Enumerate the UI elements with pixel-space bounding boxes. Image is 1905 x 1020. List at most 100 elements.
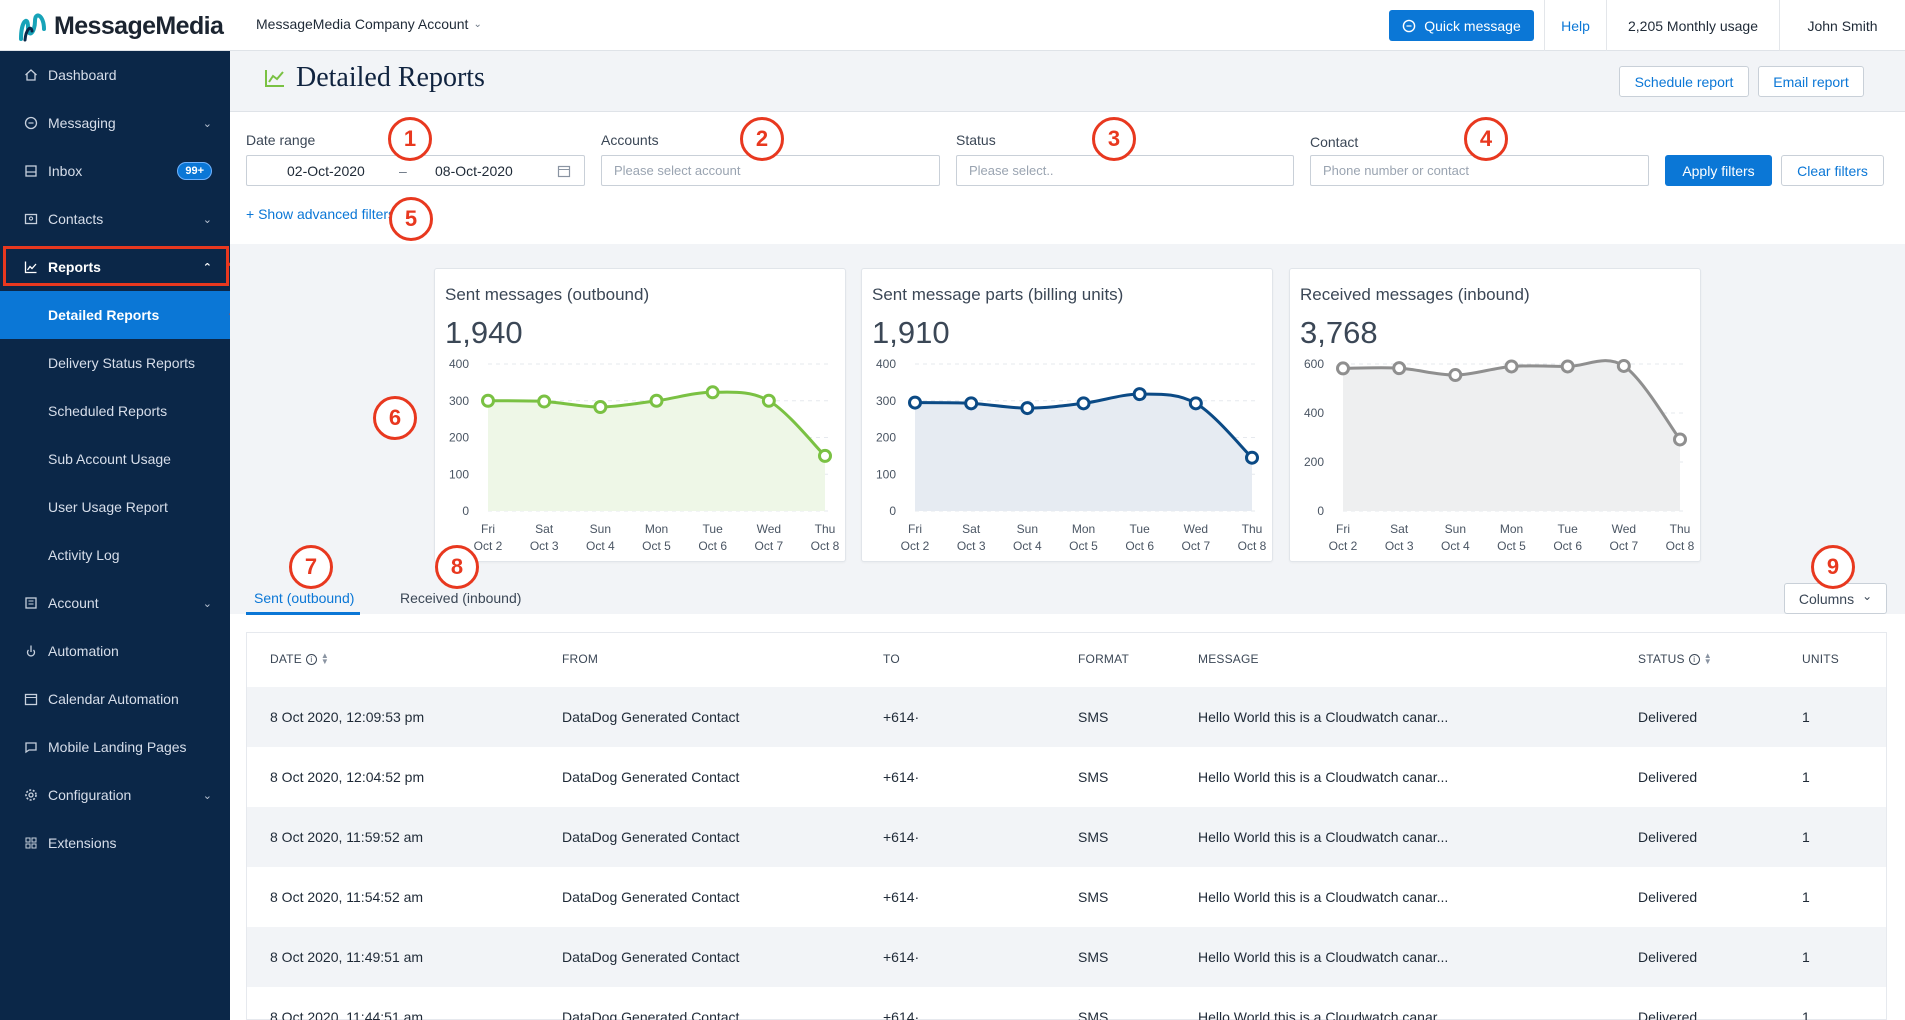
sidebar-item-delivery-status-reports[interactable]: Delivery Status Reports (0, 339, 230, 387)
x-tick-date: Oct 2 (1329, 539, 1358, 553)
data-point[interactable] (1076, 396, 1091, 411)
sort-icon[interactable]: ▲ ▼ (1703, 651, 1712, 666)
table-cell-status: Delivered (1638, 949, 1698, 965)
sidebar-item-activity-log[interactable]: Activity Log (0, 531, 230, 579)
table-cell-units: 1 (1802, 769, 1810, 785)
sidebar-item-detailed-reports[interactable]: Detailed Reports (0, 291, 230, 339)
table-row[interactable]: 8 Oct 2020, 12:09:53 pm DataDog Generated… (247, 687, 1886, 747)
schedule-report-button[interactable]: Schedule report (1619, 66, 1749, 97)
user-menu[interactable]: John Smith (1779, 0, 1905, 51)
sidebar-item-dashboard[interactable]: Dashboard (0, 51, 230, 99)
tab-received-inbound[interactable]: Received (inbound) (400, 590, 522, 606)
reports-icon (23, 259, 39, 275)
data-point[interactable] (649, 393, 664, 408)
data-point[interactable] (705, 385, 720, 400)
sidebar-item-inbox[interactable]: Inbox 99+ (0, 147, 230, 195)
date-range-input[interactable]: 02-Oct-2020 – 08-Oct-2020 (246, 155, 585, 186)
table-row[interactable]: 8 Oct 2020, 11:54:52 am DataDog Generated… (247, 867, 1886, 927)
data-point[interactable] (1132, 387, 1147, 402)
table-row[interactable]: 8 Oct 2020, 11:59:52 am DataDog Generated… (247, 807, 1886, 867)
table-cell-message: Hello World this is a Cloudwatch canar..… (1198, 829, 1449, 845)
apply-filters-button[interactable]: Apply filters (1665, 155, 1772, 186)
data-point[interactable] (1673, 432, 1687, 447)
sidebar-item-contacts[interactable]: Contacts ⌄ (0, 195, 230, 243)
sidebar-item-user-usage-report[interactable]: User Usage Report (0, 483, 230, 531)
sidebar-item-mobile-landing-pages[interactable]: Mobile Landing Pages (0, 723, 230, 771)
column-header-0[interactable]: DATE i ▲ ▼ (270, 651, 330, 667)
x-tick-day: Mon (1072, 522, 1095, 536)
calendar-icon[interactable] (557, 164, 571, 178)
sidebar-item-reports[interactable]: Reports ⌃ (0, 243, 230, 291)
data-point[interactable] (1504, 359, 1519, 374)
x-tick-day: Fri (908, 522, 922, 536)
info-icon[interactable]: i (1688, 653, 1700, 665)
column-header-label: MESSAGE (1198, 652, 1259, 666)
tab-sent-outbound[interactable]: Sent (outbound) (254, 590, 355, 606)
sidebar-item-account[interactable]: Account ⌄ (0, 579, 230, 627)
sidebar-item-extensions[interactable]: Extensions (0, 819, 230, 867)
table-row[interactable]: 8 Oct 2020, 11:44:51 am DataDog Generated… (247, 987, 1886, 1020)
clear-filters-button[interactable]: Clear filters (1781, 155, 1884, 186)
logo[interactable]: MessageMedia (18, 8, 224, 44)
chevron-down-icon: ⌄ (202, 117, 212, 130)
sidebar-item-configuration[interactable]: Configuration ⌄ (0, 771, 230, 819)
y-tick-label: 400 (1304, 406, 1324, 420)
table-row[interactable]: 8 Oct 2020, 11:49:51 am DataDog Generated… (247, 927, 1886, 987)
sidebar-item-label: Detailed Reports (48, 307, 160, 323)
column-header-5[interactable]: STATUS i ▲ ▼ (1638, 651, 1712, 667)
sidebar-item-label: Contacts (48, 211, 104, 227)
monthly-usage[interactable]: 2,205 Monthly usage (1606, 0, 1779, 51)
sidebar-item-sub-account-usage[interactable]: Sub Account Usage (0, 435, 230, 483)
data-point[interactable] (593, 399, 608, 414)
contact-label: Contact (1310, 134, 1359, 150)
x-tick-date: Oct 6 (698, 539, 727, 553)
table-cell-units: 1 (1802, 889, 1810, 905)
sidebar-item-label: Scheduled Reports (48, 403, 168, 419)
data-point[interactable] (964, 396, 979, 411)
data-point[interactable] (908, 395, 922, 410)
email-report-button[interactable]: Email report (1758, 66, 1864, 97)
table-cell-units: 1 (1802, 829, 1810, 845)
x-tick-day: Sun (1017, 522, 1038, 536)
data-point[interactable] (1020, 401, 1035, 416)
table-cell-from: DataDog Generated Contact (562, 1009, 740, 1020)
data-point[interactable] (818, 448, 832, 463)
table-row[interactable]: 8 Oct 2020, 12:04:52 pm DataDog Generated… (247, 747, 1886, 807)
table-cell-from: DataDog Generated Contact (562, 769, 740, 785)
logo-text: MessageMedia (54, 11, 224, 40)
show-advanced-filters-link[interactable]: + Show advanced filters (246, 206, 396, 222)
date-to[interactable]: 08-Oct-2020 (435, 163, 513, 179)
data-point[interactable] (761, 393, 776, 408)
sidebar-item-automation[interactable]: Automation (0, 627, 230, 675)
column-header-label: TO (883, 652, 900, 666)
data-point[interactable] (1560, 359, 1575, 374)
tabs-row (230, 574, 1905, 614)
sidebar-item-messaging[interactable]: Messaging ⌄ (0, 99, 230, 147)
table-cell-format: SMS (1078, 1009, 1109, 1020)
x-tick-day: Mon (645, 522, 668, 536)
x-tick-day: Tue (1558, 522, 1579, 536)
y-tick-label: 200 (876, 431, 896, 445)
status-select[interactable]: Please select.. (956, 155, 1294, 186)
column-header-1: FROM (562, 652, 598, 666)
sort-icon[interactable]: ▲ ▼ (320, 651, 330, 666)
status-label: Status (956, 132, 996, 148)
info-icon[interactable]: i (305, 653, 317, 665)
date-from[interactable]: 02-Oct-2020 (287, 163, 365, 179)
data-point[interactable] (1392, 361, 1407, 376)
help-link[interactable]: Help (1544, 0, 1606, 51)
account-selector[interactable]: MessageMedia Company Account ⌄ (256, 16, 482, 32)
data-point[interactable] (1245, 450, 1259, 465)
accounts-select[interactable]: Please select account (601, 155, 940, 186)
data-point[interactable] (537, 394, 552, 409)
sidebar-item-label: Automation (48, 643, 119, 659)
data-point[interactable] (1448, 368, 1463, 383)
quick-message-button[interactable]: Quick message (1389, 10, 1534, 41)
sidebar-item-calendar-automation[interactable]: Calendar Automation (0, 675, 230, 723)
sidebar-item-scheduled-reports[interactable]: Scheduled Reports (0, 387, 230, 435)
data-point[interactable] (481, 393, 495, 408)
inbox-count-badge: 99+ (177, 162, 212, 180)
data-point[interactable] (1616, 358, 1631, 373)
data-point[interactable] (1336, 361, 1350, 376)
data-point[interactable] (1188, 396, 1203, 411)
